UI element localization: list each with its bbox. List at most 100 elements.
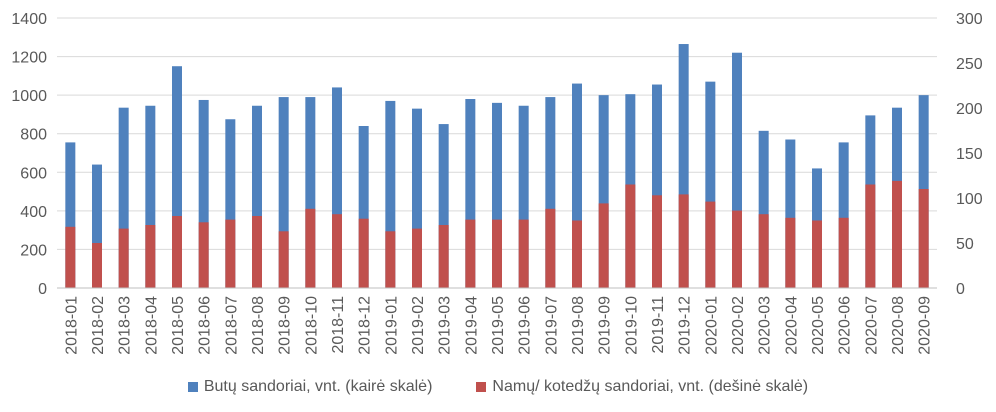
- legend: Butų sandoriai, vnt. (kairė skalė) Namų/…: [0, 378, 996, 396]
- x-tick-label: 2018-01: [63, 296, 80, 355]
- y-left-tick-label: 1400: [11, 11, 47, 28]
- bar-apartments: [758, 130, 769, 288]
- x-tick-label: 2018-06: [197, 296, 214, 355]
- bar-apartments: [465, 99, 476, 288]
- legend-label-houses: Namų/ kotedžų sandoriai, vnt. (dešinė sk…: [492, 378, 809, 395]
- bar-houses: [545, 208, 556, 288]
- bar-apartments: [305, 97, 316, 288]
- bar-houses: [518, 219, 529, 288]
- bar-apartments: [598, 95, 609, 289]
- bar-apartments: [92, 164, 102, 288]
- x-tick-label: 2019-12: [677, 296, 694, 355]
- bar-apartments: [838, 142, 849, 288]
- bar-houses: [652, 195, 662, 288]
- legend-item-apartments: Butų sandoriai, vnt. (kairė skalė): [187, 378, 433, 396]
- x-tick-label: 2020-07: [863, 296, 880, 355]
- bar-apartments: [732, 52, 742, 288]
- bar-apartments: [785, 139, 796, 288]
- x-tick-label: 2019-04: [463, 296, 480, 355]
- legend-swatch-apartments: [187, 382, 198, 392]
- y-left-tick-label: 400: [20, 204, 47, 221]
- x-tick-label: 2018-09: [277, 296, 294, 355]
- x-tick-label: 2020-06: [837, 296, 854, 355]
- bar-apartments: [518, 105, 529, 288]
- x-tick-label: 2020-09: [917, 296, 934, 355]
- bar-apartments: [385, 100, 396, 288]
- bar-houses: [732, 210, 742, 288]
- bar-apartments: [172, 66, 182, 288]
- legend-label-apartments: Butų sandoriai, vnt. (kairė skalė): [203, 378, 433, 395]
- bar-apartments: [572, 83, 582, 288]
- x-tick-label: 2020-04: [783, 296, 800, 355]
- y-right-tick-label: 300: [956, 11, 983, 28]
- x-tick-label: 2018-07: [223, 296, 240, 355]
- x-tick-label: 2019-05: [490, 296, 507, 355]
- x-tick-label: 2019-02: [410, 296, 427, 355]
- y-right-tick-label: 100: [956, 191, 983, 208]
- bar-houses: [358, 218, 369, 288]
- x-tick-label: 2019-01: [383, 296, 400, 355]
- bar-houses: [172, 216, 182, 288]
- x-tick-label: 2019-06: [517, 296, 534, 355]
- y-right-tick-label: 250: [956, 56, 983, 73]
- x-tick-label: 2018-03: [117, 296, 134, 355]
- bar-apartments: [332, 87, 342, 288]
- bar-houses: [838, 217, 849, 288]
- bar-houses: [625, 184, 636, 288]
- y-right-tick-label: 200: [956, 101, 983, 118]
- bar-houses: [305, 208, 316, 288]
- x-tick-label: 2018-05: [170, 296, 187, 355]
- bar-houses: [785, 217, 796, 288]
- x-tick-label: 2018-02: [90, 296, 107, 355]
- y-left-tick-label: 1200: [11, 50, 47, 67]
- x-tick-label: 2019-10: [623, 296, 640, 355]
- bar-houses: [812, 220, 822, 288]
- bar-apartments: [225, 119, 236, 288]
- bar-houses: [412, 228, 422, 288]
- bar-apartments: [492, 102, 502, 288]
- legend-swatch-houses: [476, 382, 487, 392]
- x-tick-label: 2018-12: [357, 296, 374, 355]
- bar-apartments: [412, 108, 422, 289]
- y-right-tick-label: 50: [956, 236, 974, 253]
- x-tick-label: 2020-05: [810, 296, 827, 355]
- x-tick-label: 2019-07: [543, 296, 560, 355]
- x-tick-label: 2020-01: [703, 296, 720, 355]
- bar-houses: [598, 203, 609, 288]
- bar-apartments: [145, 105, 156, 288]
- bar-apartments: [705, 81, 716, 289]
- x-tick-label: 2019-08: [570, 296, 587, 355]
- bar-houses: [385, 231, 396, 288]
- y-right-tick-label: 150: [956, 146, 983, 163]
- bar-houses: [92, 243, 102, 288]
- bar-houses: [918, 189, 929, 288]
- y-left-tick-label: 200: [20, 242, 47, 259]
- bar-apartments: [438, 124, 449, 288]
- bar-houses: [118, 228, 129, 288]
- x-tick-label: 2020-02: [730, 296, 747, 355]
- x-tick-label: 2019-09: [597, 296, 614, 355]
- bar-apartments: [65, 142, 76, 288]
- bar-houses: [705, 201, 716, 288]
- y-left-tick-label: 800: [20, 127, 47, 144]
- bar-apartments: [252, 105, 262, 288]
- y-left-tick-label: 0: [38, 281, 47, 298]
- y-left-tick-label: 600: [20, 165, 47, 182]
- x-tick-label: 2018-11: [330, 296, 347, 354]
- bar-houses: [278, 231, 289, 288]
- bar-houses: [892, 180, 902, 288]
- x-tick-label: 2018-10: [303, 296, 320, 355]
- bar-houses: [758, 214, 769, 288]
- bar-houses: [865, 184, 876, 288]
- legend-item-houses: Namų/ kotedžų sandoriai, vnt. (dešinė sk…: [476, 378, 808, 396]
- bar-houses: [492, 219, 502, 288]
- bar-apartments: [358, 126, 369, 288]
- bar-houses: [332, 214, 342, 288]
- x-tick-label: 2019-11: [650, 296, 667, 354]
- bar-houses: [252, 216, 262, 288]
- bar-apartments: [118, 107, 129, 288]
- y-right-tick-label: 0: [956, 281, 965, 298]
- x-tick-label: 2020-08: [890, 296, 907, 355]
